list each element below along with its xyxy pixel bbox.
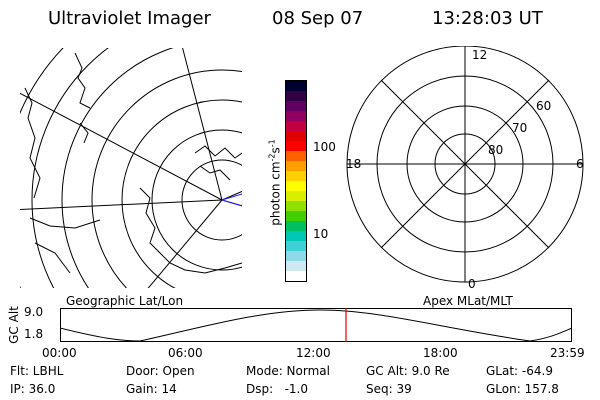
gc-alt-xtick-1800: 18:00 [423, 346, 458, 360]
gc-alt-xtick-2359: 23:59 [550, 346, 585, 360]
colorbar-tick-10: 10 [313, 227, 329, 241]
instrument-title: Ultraviolet Imager [48, 8, 211, 29]
status-mode: Mode: Normal [246, 364, 330, 378]
status-gain: Gain: 14 [126, 382, 177, 396]
colorbar-tick-100: 100 [313, 140, 336, 154]
colorbar-segment [286, 261, 306, 271]
colorbar-segment [286, 241, 306, 251]
colorbar-segment [286, 171, 306, 181]
colorbar-segment [286, 81, 306, 91]
colorbar-segment [286, 111, 306, 121]
colorbar-segment [286, 131, 306, 141]
lat-label-70: 70 [512, 121, 527, 135]
time-label: 13:28:03 UT [432, 8, 543, 29]
gc-alt-xtick-0600: 06:00 [168, 346, 203, 360]
status-glon: GLon: 157.8 [486, 382, 559, 396]
status-glat: GLat: -64.9 [486, 364, 553, 378]
gc-alt-curve [60, 309, 572, 342]
gc-alt-ytick-high: 9.0 [24, 305, 44, 319]
status-ip: IP: 36.0 [10, 382, 56, 396]
status-gc-alt: GC Alt: 9.0 Re [366, 364, 450, 378]
mlt-label-0: 0 [468, 277, 476, 290]
status-door: Door: Open [126, 364, 195, 378]
colorbar-segment [286, 141, 306, 151]
colorbar-segment [286, 161, 306, 171]
colorbar-segment [286, 251, 306, 261]
colorbar-unit-label: photon cm-2s-1 [267, 139, 283, 226]
gc-alt-ytick-low: 1.8 [24, 327, 44, 341]
status-filter: Flt: LBHL [10, 364, 64, 378]
lat-label-60: 60 [536, 99, 551, 113]
apex-label: Apex MLat/MLT [423, 294, 513, 308]
geographic-label: Geographic Lat/Lon [66, 294, 184, 308]
mlt-label-18: 18 [346, 157, 361, 171]
polar-plot: 12 0 18 6 60 70 80 [346, 46, 584, 290]
colorbar-segment [286, 271, 306, 281]
color-scale-bar [285, 80, 307, 282]
colorbar-segment [286, 191, 306, 201]
gc-alt-plot [60, 308, 572, 342]
status-dsp: Dsp: -1.0 [246, 382, 309, 396]
geographic-map [20, 48, 242, 288]
colorbar-segment [286, 231, 306, 241]
mlt-label-6: 6 [576, 157, 584, 171]
colorbar-segment [286, 151, 306, 161]
colorbar-segment [286, 221, 306, 231]
date-label: 08 Sep 07 [272, 8, 364, 29]
gc-alt-ylabel: GC Alt [7, 306, 21, 344]
colorbar-segment [286, 121, 306, 131]
colorbar-segment [286, 201, 306, 211]
lat-label-80: 80 [488, 143, 503, 157]
colorbar-segment [286, 211, 306, 221]
colorbar-segment [286, 101, 306, 111]
gc-alt-xtick-1200: 12:00 [296, 346, 331, 360]
gc-alt-xtick-0000: 00:00 [42, 346, 77, 360]
colorbar-segment [286, 181, 306, 191]
status-seq: Seq: 39 [366, 382, 412, 396]
colorbar-segment [286, 91, 306, 101]
mlt-label-12: 12 [472, 48, 487, 62]
